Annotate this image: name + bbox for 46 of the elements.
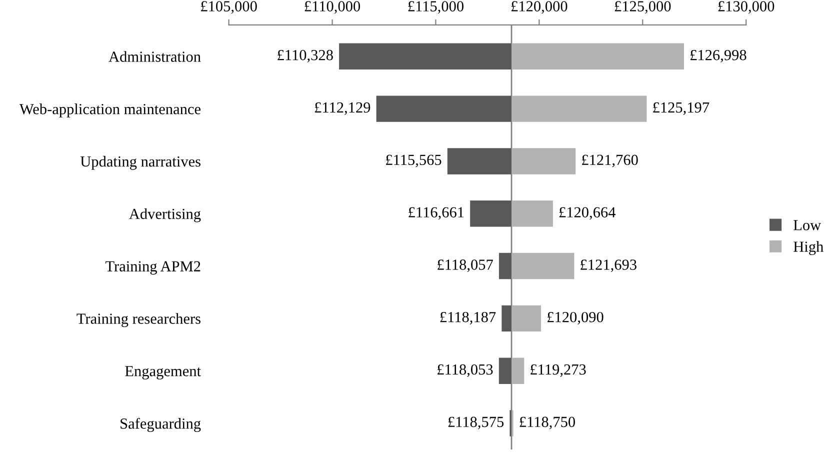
bar [512, 358, 524, 384]
x-tick-label: £120,000 [511, 1, 568, 14]
legend-label: Low [794, 220, 822, 230]
bar [512, 252, 574, 280]
annotation: £125,197 [653, 102, 710, 115]
annotation: £119,273 [530, 364, 586, 377]
y-tick-label: Training researchers [76, 313, 200, 328]
y-tick-label: Training APM2 [106, 261, 200, 275]
annotation: £110,328 [278, 50, 333, 62]
x-tick-label: £130,000 [718, 1, 774, 14]
annotation: £121,760 [582, 154, 638, 168]
bar [502, 305, 512, 332]
bar [512, 200, 553, 227]
y-tick-label: Safeguarding [120, 418, 201, 432]
y-tick-label: Updating narratives [80, 156, 200, 170]
bar [498, 252, 512, 280]
annotation: £118,575 [448, 416, 504, 430]
bar [512, 96, 647, 122]
bar [339, 43, 512, 70]
bar [498, 358, 512, 384]
annotation: £115,565 [386, 154, 442, 168]
bar [447, 148, 512, 174]
x-tick-label: £125,000 [614, 1, 671, 14]
annotation: £112,129 [314, 102, 370, 115]
x-tick-label: £105,000 [201, 1, 257, 14]
annotation: £126,998 [690, 50, 746, 62]
bar [470, 200, 512, 227]
annotation: £116,661 [408, 207, 464, 220]
bar [376, 96, 512, 122]
annotation: £118,057 [438, 260, 493, 272]
annotation: £120,090 [548, 312, 604, 324]
bar [512, 43, 684, 70]
y-tick-label: Administration [108, 51, 201, 62]
annotation: £118,187 [440, 312, 496, 324]
bar [512, 148, 576, 174]
y-tick-label: Engagement [125, 366, 201, 380]
annotation: £120,664 [559, 207, 616, 220]
annotation: £121,693 [580, 260, 636, 272]
x-tick-label: £115,000 [408, 1, 464, 14]
y-tick-label: Advertising [129, 208, 201, 222]
annotation: £118,053 [438, 364, 493, 377]
y-tick-label: Web-application maintenance [19, 104, 200, 118]
x-tick-label: £110,000 [304, 1, 360, 14]
annotation: £118,750 [520, 416, 576, 430]
bar [512, 305, 542, 332]
legend-label: High [794, 241, 824, 256]
